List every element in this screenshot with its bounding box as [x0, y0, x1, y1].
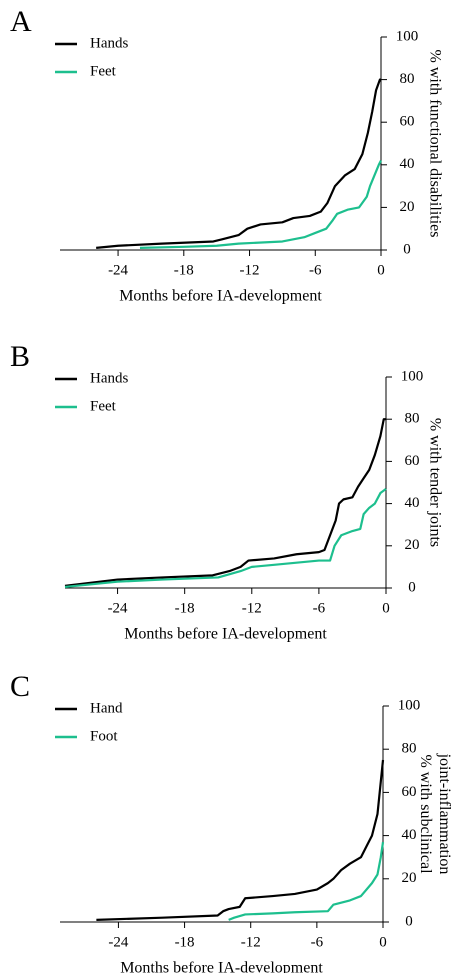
y-axis-label: joint-inflammation: [436, 753, 453, 875]
y-tick-label: 60: [405, 453, 420, 469]
x-tick-label: -12: [240, 262, 260, 278]
legend-label: Feet: [90, 63, 117, 79]
panel-letter: A: [10, 5, 32, 38]
y-tick-label: 40: [405, 495, 420, 511]
y-tick-label: 40: [400, 156, 415, 172]
legend-label: Hands: [90, 35, 128, 51]
x-tick-label: -12: [242, 600, 262, 616]
y-tick-label: 100: [398, 697, 421, 713]
x-tick-label: -18: [175, 600, 195, 616]
y-tick-label: 100: [396, 28, 419, 44]
x-tick-label: -24: [108, 934, 128, 950]
x-tick-label: -12: [241, 934, 261, 950]
y-tick-label: 20: [400, 199, 415, 215]
y-tick-label: 60: [400, 114, 415, 130]
y-tick-label: 0: [408, 579, 416, 595]
y-tick-label: 80: [400, 71, 415, 87]
series-line: [96, 78, 382, 249]
series-line: [228, 841, 385, 921]
y-axis-label: % with functional disabilities: [426, 50, 443, 238]
y-tick-label: 0: [403, 241, 411, 257]
y-axis-label: % with tender joints: [426, 418, 443, 547]
x-tick-label: -6: [311, 934, 324, 950]
y-tick-label: 80: [402, 741, 417, 757]
y-tick-label: 0: [405, 913, 413, 929]
y-tick-label: 20: [402, 870, 417, 886]
x-tick-label: -24: [108, 600, 128, 616]
legend-label: Hands: [90, 370, 128, 386]
x-tick-label: -18: [175, 934, 195, 950]
y-tick-label: 20: [405, 537, 420, 553]
x-tick-label: -18: [174, 262, 194, 278]
panel-letter: C: [10, 670, 30, 703]
y-tick-label: 60: [402, 784, 417, 800]
legend-label: Foot: [90, 728, 118, 744]
x-axis-label: Months before IA-development: [124, 626, 327, 643]
y-tick-label: 100: [401, 368, 424, 384]
y-tick-label: 80: [405, 411, 420, 427]
series-line: [139, 160, 382, 249]
x-tick-label: -6: [309, 262, 322, 278]
x-tick-label: 0: [377, 262, 385, 278]
x-axis-label: Months before IA-development: [120, 960, 323, 973]
series-line: [64, 487, 387, 589]
series-line: [96, 759, 385, 921]
legend-label: Hand: [90, 700, 123, 716]
legend-label: Feet: [90, 398, 117, 414]
y-tick-label: 40: [402, 827, 417, 843]
x-tick-label: -6: [313, 600, 326, 616]
x-tick-label: 0: [379, 934, 387, 950]
x-tick-label: 0: [382, 600, 390, 616]
panel-letter: B: [10, 340, 30, 373]
y-axis-label: % with subclinical: [417, 754, 434, 874]
x-axis-label: Months before IA-development: [119, 288, 322, 305]
series-line: [64, 418, 386, 587]
x-tick-label: -24: [108, 262, 128, 278]
